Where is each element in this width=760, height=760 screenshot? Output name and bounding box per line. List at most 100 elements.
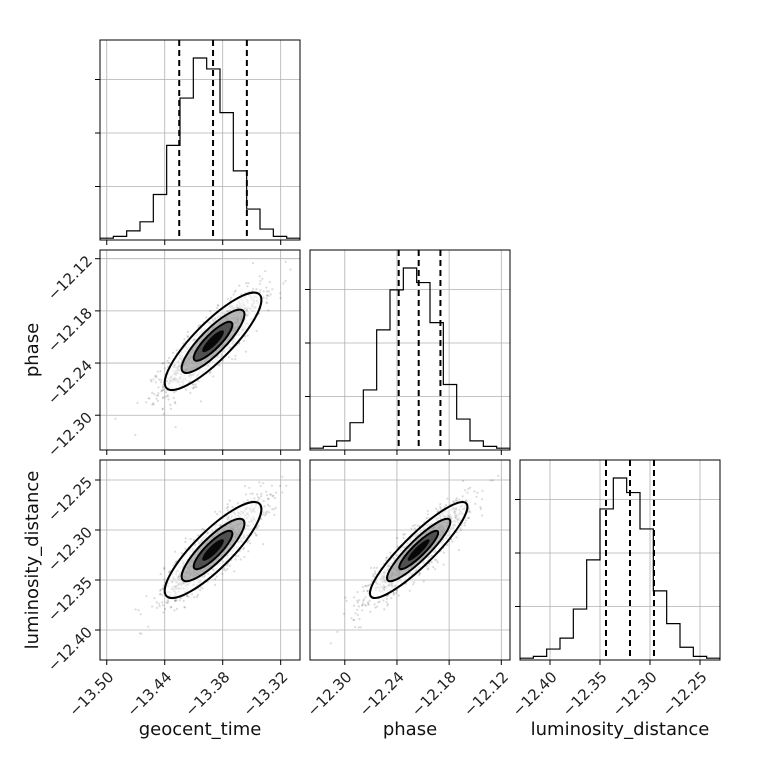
- scatter-point: [156, 370, 159, 373]
- scatter-point: [442, 563, 445, 566]
- scatter-point: [259, 288, 262, 291]
- scatter-point: [262, 290, 265, 293]
- scatter-point: [163, 578, 166, 581]
- scatter-point: [262, 511, 265, 514]
- scatter-point: [359, 626, 362, 629]
- hist-panel-phase: [305, 249, 511, 451]
- scatter-point: [362, 598, 365, 601]
- scatter-point: [358, 599, 361, 602]
- scatter-point: [408, 589, 411, 592]
- scatter-point: [149, 378, 152, 382]
- scatter-point: [164, 395, 167, 398]
- scatter-point: [476, 491, 479, 494]
- scatter-point: [467, 516, 470, 520]
- scatter-point: [459, 529, 462, 532]
- scatter-point: [455, 499, 458, 502]
- scatter-point: [223, 567, 226, 570]
- scatter-point: [258, 282, 261, 285]
- scatter-point: [158, 605, 161, 608]
- panel-frame: [99, 39, 301, 241]
- scatter-point: [442, 551, 445, 554]
- scatter-point: [462, 479, 465, 483]
- scatter-point: [185, 594, 188, 597]
- scatter-point: [219, 510, 222, 513]
- scatter-point: [151, 391, 154, 394]
- scatter-point: [384, 559, 387, 562]
- scatter-point: [192, 383, 195, 386]
- scatter-point: [159, 593, 162, 596]
- scatter-point: [158, 378, 161, 381]
- scatter-point: [223, 568, 226, 571]
- scatter-point: [238, 284, 241, 287]
- panel-frame: [99, 459, 301, 661]
- scatter-point: [418, 572, 421, 575]
- scatter-point: [214, 583, 217, 587]
- scatter-point: [154, 375, 157, 378]
- scatter-point: [261, 513, 264, 516]
- scatter-point: [163, 566, 166, 569]
- scatter-point: [162, 384, 165, 387]
- scatter-point: [465, 500, 468, 503]
- scatter-point: [273, 513, 276, 517]
- scatter-point: [372, 575, 375, 578]
- scatter-point: [362, 585, 365, 589]
- scatter-point: [455, 536, 458, 539]
- scatter-point: [459, 527, 462, 530]
- scatter-point: [265, 294, 268, 297]
- scatter-point: [265, 301, 268, 304]
- scatter-point: [376, 605, 379, 608]
- scatter-point: [257, 499, 260, 502]
- scatter-point: [344, 596, 347, 599]
- scatter-point: [205, 316, 208, 319]
- x-tick-label-phase: −12.30: [304, 668, 356, 720]
- scatter-point: [248, 486, 251, 489]
- scatter-point: [202, 528, 206, 531]
- scatter-point: [263, 514, 266, 517]
- scatter-point: [418, 572, 421, 575]
- scatter-point: [253, 497, 256, 500]
- scatter-point: [186, 330, 190, 333]
- scatter-point: [360, 604, 364, 607]
- scatter-point: [342, 612, 345, 615]
- scatter-point: [233, 290, 236, 293]
- scatter-point: [268, 493, 272, 496]
- scatter-point: [474, 502, 477, 505]
- scatter-point: [145, 401, 148, 404]
- scatter-point: [242, 546, 245, 550]
- scatter-point: [368, 599, 371, 603]
- scatter-point: [247, 539, 250, 542]
- scatter-point: [367, 601, 370, 604]
- scatter-point: [426, 568, 429, 571]
- scatter-point: [253, 532, 257, 535]
- scatter-point: [244, 493, 247, 496]
- scatter-point: [269, 493, 273, 496]
- scatter-point: [233, 570, 236, 573]
- scatter-point: [186, 594, 189, 598]
- scatter-point: [218, 364, 221, 367]
- scatter-point: [153, 393, 156, 396]
- scatter-point: [147, 625, 150, 628]
- scatter-point: [214, 510, 217, 513]
- scatter-point: [186, 335, 189, 338]
- scatter-point: [466, 491, 469, 494]
- scatter-point: [353, 619, 356, 622]
- scatter-point: [183, 338, 186, 341]
- scatter-point: [163, 367, 166, 370]
- scatter-point: [182, 599, 185, 603]
- scatter-point: [231, 358, 234, 361]
- scatter-point: [443, 505, 446, 508]
- scatter-point: [382, 599, 385, 602]
- scatter-point: [366, 589, 369, 593]
- scatter-point: [162, 412, 165, 416]
- scatter-point: [174, 550, 177, 553]
- scatter-point: [238, 342, 241, 345]
- scatter-point: [197, 380, 200, 383]
- scatter-point: [169, 403, 172, 406]
- scatter-point: [352, 604, 356, 607]
- scatter-point: [261, 277, 264, 280]
- scatter-point: [481, 514, 484, 517]
- scatter-point: [147, 397, 150, 400]
- scatter-point: [161, 587, 164, 591]
- scatter-point: [262, 543, 265, 546]
- scatter-point: [356, 601, 359, 604]
